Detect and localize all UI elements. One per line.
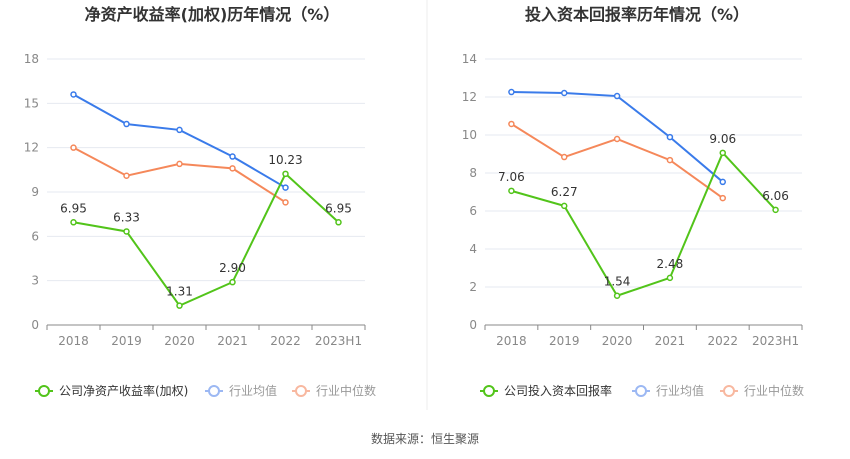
- x-tick-label: 2019: [549, 334, 580, 348]
- chart-title: 净资产收益率(加权)历年情况（%）: [85, 5, 340, 24]
- data-label: 9.06: [709, 132, 736, 146]
- data-point[interactable]: [176, 302, 183, 309]
- x-tick-label: 2018: [58, 334, 89, 348]
- data-point[interactable]: [666, 133, 674, 141]
- series-line: [511, 151, 777, 297]
- data-label: 6.95: [325, 201, 352, 215]
- y-tick-label: 12: [462, 90, 477, 104]
- legend-label[interactable]: 公司净资产收益率(加权): [59, 383, 188, 398]
- y-tick-label: 2: [469, 280, 477, 294]
- x-tick-label: 2023H1: [752, 334, 799, 348]
- data-point[interactable]: [561, 89, 568, 97]
- data-label: 6.06: [762, 189, 789, 203]
- data-label: 6.33: [113, 210, 140, 224]
- legend-label[interactable]: 行业均值: [656, 383, 704, 398]
- x-tick-label: 2023H1: [315, 334, 362, 348]
- data-point[interactable]: [123, 120, 130, 128]
- legend-label[interactable]: 公司投入资本回报率: [504, 383, 612, 398]
- y-tick-label: 6: [31, 229, 39, 243]
- x-tick-label: 2021: [217, 334, 248, 348]
- data-point[interactable]: [176, 126, 183, 134]
- legend-icon[interactable]: [295, 385, 307, 397]
- series-line: [73, 93, 287, 189]
- legend-icon[interactable]: [723, 385, 735, 397]
- series-line: [73, 172, 340, 307]
- y-tick-label: 4: [469, 242, 477, 256]
- y-tick-label: 10: [462, 128, 477, 142]
- data-point[interactable]: [719, 149, 726, 157]
- y-tick-label: 0: [31, 318, 39, 332]
- data-point[interactable]: [772, 206, 779, 214]
- data-point[interactable]: [508, 187, 515, 195]
- data-point[interactable]: [282, 199, 289, 206]
- data-point[interactable]: [561, 202, 568, 210]
- x-tick-label: 2020: [602, 334, 633, 348]
- data-point[interactable]: [70, 91, 77, 98]
- data-point[interactable]: [123, 172, 130, 179]
- data-point[interactable]: [229, 153, 236, 160]
- y-tick-label: 18: [24, 52, 39, 66]
- data-label: 2.90: [219, 261, 246, 275]
- y-tick-label: 6: [469, 204, 477, 218]
- legend-icon[interactable]: [208, 385, 220, 397]
- data-point[interactable]: [229, 165, 236, 172]
- data-point[interactable]: [335, 219, 342, 226]
- x-tick-label: 2020: [164, 334, 195, 348]
- data-point[interactable]: [508, 120, 515, 128]
- data-point[interactable]: [613, 135, 621, 143]
- data-label: 7.06: [498, 170, 525, 184]
- y-tick-label: 14: [462, 52, 477, 66]
- legend-label[interactable]: 行业中位数: [316, 383, 376, 398]
- data-point[interactable]: [123, 228, 130, 235]
- legend-icon[interactable]: [38, 385, 50, 397]
- data-point[interactable]: [282, 170, 289, 178]
- y-tick-label: 12: [24, 141, 39, 155]
- x-tick-label: 2018: [496, 334, 527, 348]
- data-point[interactable]: [666, 156, 674, 164]
- data-point[interactable]: [666, 274, 674, 282]
- data-point[interactable]: [229, 278, 236, 286]
- x-tick-label: 2019: [111, 334, 142, 348]
- x-tick-label: 2021: [655, 334, 686, 348]
- data-source: 数据来源：恒生聚源: [370, 432, 479, 446]
- legend-label[interactable]: 行业均值: [229, 383, 277, 398]
- data-label: 10.23: [268, 153, 302, 167]
- data-point[interactable]: [70, 219, 77, 226]
- data-label: 1.54: [604, 275, 631, 289]
- data-point[interactable]: [719, 194, 726, 202]
- legend-label[interactable]: 行业中位数: [744, 383, 804, 398]
- data-point[interactable]: [508, 88, 515, 96]
- data-point[interactable]: [176, 160, 183, 168]
- y-tick-label: 0: [469, 318, 477, 332]
- y-tick-label: 9: [31, 185, 39, 199]
- legend-icon[interactable]: [635, 385, 647, 397]
- legend-icon[interactable]: [483, 385, 495, 397]
- data-point[interactable]: [613, 292, 621, 299]
- y-tick-label: 15: [24, 96, 39, 110]
- data-label: 6.95: [60, 201, 87, 215]
- data-point[interactable]: [719, 178, 726, 186]
- data-point[interactable]: [282, 184, 289, 191]
- data-point[interactable]: [561, 153, 568, 161]
- series-line: [73, 146, 287, 204]
- x-tick-label: 2022: [270, 334, 301, 348]
- data-label: 6.27: [551, 185, 578, 199]
- y-tick-label: 8: [469, 166, 477, 180]
- data-label: 2.48: [657, 257, 684, 271]
- data-point[interactable]: [613, 92, 621, 100]
- y-tick-label: 3: [31, 274, 39, 288]
- x-tick-label: 2022: [707, 334, 738, 348]
- data-point[interactable]: [70, 144, 77, 151]
- chart-title: 投入资本回报率历年情况（%）: [525, 5, 749, 24]
- data-label: 1.31: [166, 285, 193, 299]
